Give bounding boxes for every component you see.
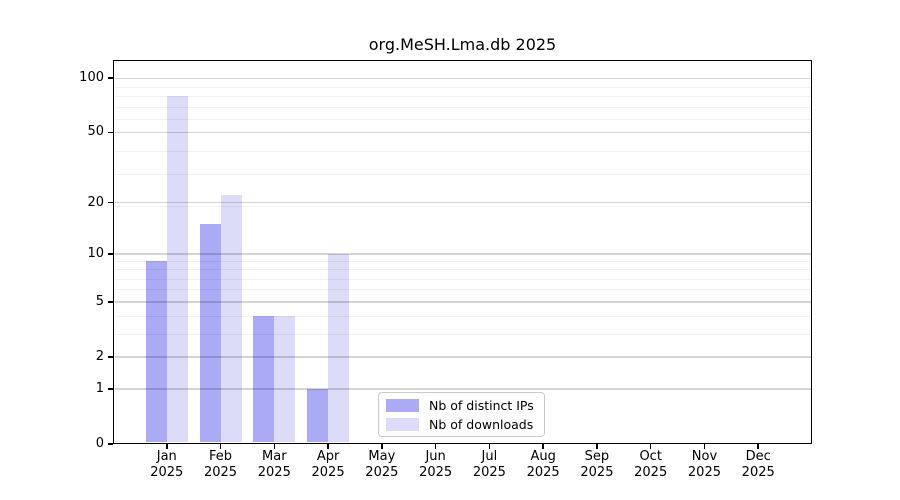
x-tick-label: Sep 2025 [580,449,614,480]
legend-swatch-distinct-ips [386,398,419,412]
bar-downloads-jan [166,95,188,443]
gridline-major [114,356,811,358]
bar-distinct-ips-feb [199,224,221,443]
x-tick-label: Jan 2025 [150,449,184,480]
x-tick [165,444,168,449]
x-tick [703,444,706,449]
gridline-minor [114,106,811,108]
gridline-minor [114,289,811,291]
x-tick [488,444,491,449]
y-tick-label: 1 [95,381,104,397]
gridline-major [114,131,811,133]
y-tick-label: 2 [95,348,104,364]
y-tick [108,356,113,358]
gridline-minor [114,118,811,120]
gridline-minor [114,96,811,98]
gridline-minor [114,278,811,280]
x-tick [219,444,222,449]
bar-distinct-ips-apr [307,389,329,443]
legend-item-distinct-ips: Nb of distinct IPs [386,398,544,413]
x-tick [273,444,276,449]
bar-downloads-mar [274,316,296,443]
x-tick [327,444,329,449]
x-tick-label: Jun 2025 [419,449,453,480]
bar-distinct-ips-mar [253,316,275,443]
bar-distinct-ips-jan [145,261,167,443]
gridline-major [114,388,811,390]
gridline-minor [114,173,811,175]
legend: Nb of distinct IPs Nb of downloads [378,392,545,437]
x-tick-label: Dec 2025 [741,449,775,480]
y-tick-label: 20 [87,194,104,210]
bar-downloads-apr [328,253,350,443]
x-tick [542,444,544,449]
y-tick [108,131,113,134]
gridline-major [114,301,811,303]
bar-downloads-feb [220,195,242,443]
x-tick-label: May 2025 [365,449,399,480]
gridline-minor [114,269,811,271]
y-tick-label: 50 [87,124,104,140]
x-tick [381,444,383,449]
y-tick-label: 5 [95,293,104,309]
y-tick [108,301,113,303]
y-tick [108,201,113,204]
x-tick [434,444,437,449]
x-tick [757,444,760,449]
gridline-minor [114,315,811,317]
y-tick-label: 0 [95,436,104,451]
gridline-major [114,77,811,79]
x-tick-label: Jul 2025 [472,449,506,480]
legend-item-downloads: Nb of downloads [386,417,544,432]
y-tick [108,443,113,445]
x-tick [596,444,598,449]
x-tick-label: Feb 2025 [203,449,238,480]
gridline-minor [114,206,811,208]
gridline-minor [114,86,811,88]
gridline-minor [114,260,811,262]
x-tick-label: Mar 2025 [257,449,291,480]
gridline-major [114,253,811,255]
y-tick-label: 100 [79,70,104,86]
x-tick [649,444,652,449]
x-tick-label: Nov 2025 [687,449,721,480]
gridline-minor [114,151,811,153]
y-tick [108,388,113,390]
chart-title: org.MeSH.Lma.db 2025 [368,35,557,54]
legend-swatch-downloads [386,417,419,431]
gridline-minor [114,333,811,335]
x-tick-label: Oct 2025 [634,449,668,480]
gridline-major [114,202,811,204]
x-tick-label: Apr 2025 [311,449,345,480]
legend-label-downloads: Nb of downloads [429,416,534,432]
x-tick-label: Aug 2025 [526,449,560,480]
y-tick [108,253,113,255]
legend-label-distinct-ips: Nb of distinct IPs [429,397,534,413]
y-tick [108,77,113,79]
y-tick-label: 10 [87,245,104,261]
